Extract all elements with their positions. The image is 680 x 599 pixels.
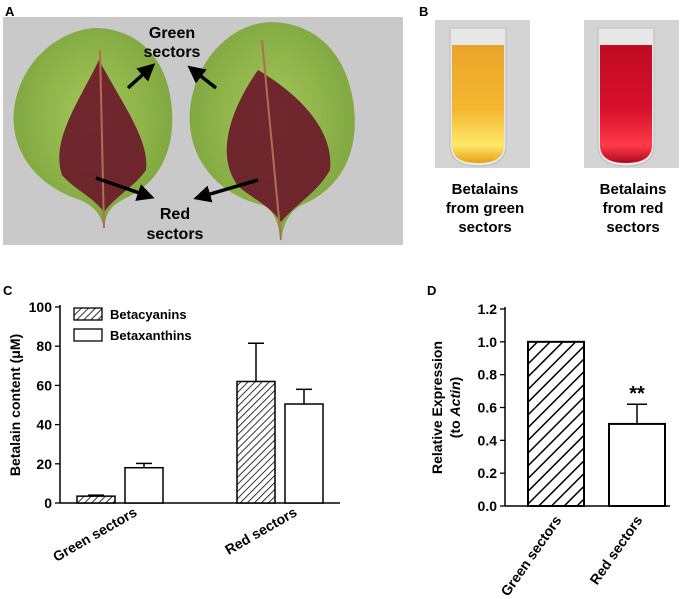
c-legend-label-1: Betaxanthins [110,328,192,343]
d-y-tick-label: 1.2 [478,301,498,317]
tube-right-liquid [600,45,652,163]
d-y-tick-label: 0.8 [478,367,498,383]
chart-c: 0 20 40 60 80 100 Betalain content (μM) Green s… [7,299,340,565]
panel-letter-d: D [427,283,437,298]
c-x-tick-label: Green sectors [50,504,140,565]
arrow-red-left [95,176,155,201]
arrow-green-left [126,63,156,90]
c-y-tick-label: 0 [44,495,52,511]
c-legend-label-0: Betacyanins [110,307,187,322]
c-y-axis-label: Betalain content (μM) [7,334,23,476]
leaf-left [13,28,173,229]
c-y-tick-label: 20 [36,456,52,472]
d-y-tick-label: 0.2 [478,465,498,481]
d-significance-annotation: ** [629,383,645,405]
tube-left-caption-3: sectors [458,219,511,236]
arrow-green-right [187,65,218,90]
c-bar-1-0 [124,466,164,504]
tube-left-caption-1: Betalains [452,181,519,198]
leaf-right [189,22,355,241]
label-green-line1: Green [149,25,195,42]
d-y-tick-label: 0.6 [478,400,498,416]
label-red-line2: sectors [147,226,204,243]
d-bar-1 [608,422,666,507]
d-x-tick-label: Red sectors [586,512,645,587]
panel-letter-c: C [3,283,13,298]
c-legend-swatch-1 [73,328,103,342]
d-bar-0 [527,340,585,508]
chart-d: 0.0 0.2 0.4 0.6 0.8 1.0 1.2 Relative Expression… [429,301,670,599]
c-y-tick-label: 60 [36,377,52,393]
c-bar-0-0 [76,495,116,504]
c-y-tick-label: 80 [36,338,52,354]
panel-a-photo: Green sectors Red sectors [3,17,403,245]
arrow-red-right [193,178,259,203]
d-y-axis-label-main: Relative Expression [429,341,445,474]
panel-letter-a: A [5,4,15,19]
c-x-tick-label: Red sectors [222,504,300,558]
d-y-tick-label: 0.0 [478,498,498,514]
tube-left-liquid [452,45,504,163]
d-y-tick-label: 1.0 [478,334,498,350]
tube-left-caption-2: from green [446,200,524,217]
panel-b-photo: Betalains from green sectors Betalains f… [435,20,679,236]
d-y-axis-label-sub: (to Actin) [447,377,463,438]
tube-right-caption-2: from red [603,200,664,217]
d-y-tick-label: 0.4 [478,432,498,448]
c-y-tick-label: 100 [29,299,53,315]
d-x-tick-label: Green sectors [497,512,564,598]
tube-right-caption-3: sectors [606,219,659,236]
c-y-tick-label: 40 [36,417,52,433]
c-bar-0-1 [236,380,276,504]
panel-letter-b: B [419,4,429,19]
tube-right-caption-1: Betalains [600,181,667,198]
c-legend-swatch-0 [73,307,103,321]
label-green-line2: sectors [144,44,201,61]
c-bar-1-1 [284,403,324,504]
label-red-line1: Red [160,206,190,223]
